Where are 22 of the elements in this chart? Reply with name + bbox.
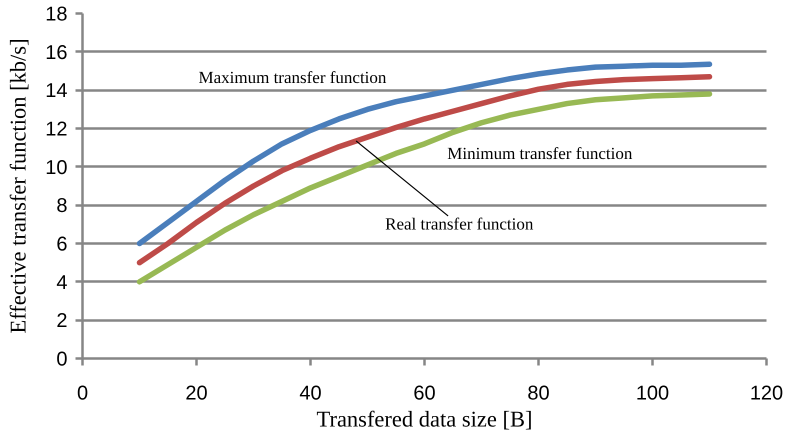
x-tick-label: 40	[299, 382, 322, 404]
y-tick-label: 2	[56, 310, 68, 332]
y-tick-label: 8	[56, 195, 68, 218]
y-tick-label: 4	[56, 272, 68, 294]
x-tick-label: 80	[527, 382, 550, 404]
x-tick-label: 60	[413, 382, 436, 404]
y-tick-label: 18	[45, 4, 68, 26]
x-tick-label: 100	[636, 382, 670, 404]
y-tick-label: 0	[56, 348, 68, 370]
x-tick-label: 0	[76, 382, 88, 404]
x-tick-label: 20	[185, 382, 208, 404]
y-tick-label: 14	[45, 80, 68, 102]
y-tick-label: 16	[45, 42, 68, 64]
annotation: Real transfer function	[385, 214, 534, 234]
y-tick-label: 6	[56, 234, 68, 256]
x-tick-label: 120	[750, 382, 784, 404]
series-label: Minimum transfer function	[447, 144, 633, 164]
x-axis-title: Transfered data size [B]	[316, 406, 532, 432]
series-label: Maximum transfer function	[198, 68, 387, 88]
y-tick-label: 12	[45, 118, 68, 140]
y-tick-label: 10	[45, 156, 68, 179]
y-axis-title: Effective transfer function [kb/s]	[5, 38, 30, 334]
